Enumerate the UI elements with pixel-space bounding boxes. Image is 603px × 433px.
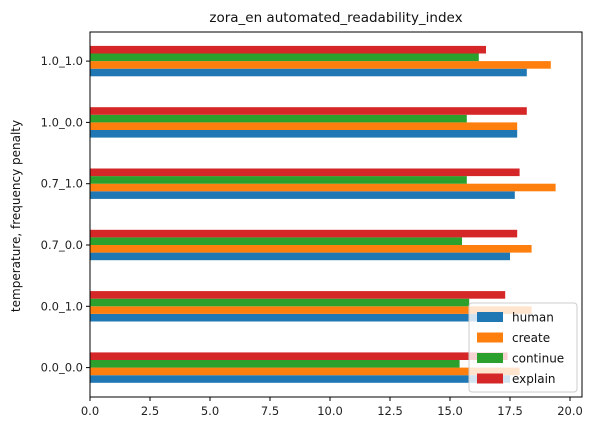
bar-continue-0.7_0.0 — [90, 237, 462, 245]
bar-continue-1.0_0.0 — [90, 114, 467, 123]
y-axis-label: temperature, frequency penalty — [9, 120, 23, 312]
legend-label-human: human — [512, 311, 554, 325]
bars-layer — [90, 45, 556, 383]
legend-swatch-human — [477, 312, 503, 322]
x-tick-label: 2.5 — [141, 404, 159, 418]
x-tick-label: 10.0 — [317, 404, 343, 418]
x-tick-label: 5.0 — [201, 404, 219, 418]
bar-continue-0.0_0.0 — [90, 360, 460, 368]
y-tick-label: 0.0_1.0 — [41, 299, 83, 313]
legend-swatch-continue — [477, 353, 503, 363]
legend-label-continue: continue — [512, 352, 564, 366]
legend-label-create: create — [512, 331, 550, 345]
bar-explain-1.0_1.0 — [90, 45, 486, 54]
x-tick-label: 20.0 — [557, 404, 583, 418]
bar-continue-0.7_1.0 — [90, 176, 467, 184]
bar-explain-0.0_0.0 — [90, 352, 508, 360]
y-tick-label: 0.7_0.0 — [41, 238, 83, 252]
y-tick-label: 0.0_0.0 — [41, 361, 83, 375]
bar-create-0.0_1.0 — [90, 306, 532, 314]
y-tick-label: 1.0_1.0 — [41, 54, 83, 68]
bar-create-0.0_0.0 — [90, 367, 520, 376]
bar-explain-1.0_0.0 — [90, 107, 527, 115]
x-tick-label: 0.0 — [81, 404, 99, 418]
chart-title: zora_en automated_readability_index — [209, 10, 462, 26]
legend-label-explain: explain — [512, 372, 556, 386]
legend-swatch-explain — [477, 373, 503, 384]
x-tick-label: 17.5 — [497, 404, 523, 418]
legend-swatch-create — [477, 332, 503, 343]
bar-create-1.0_1.0 — [90, 61, 551, 69]
bar-create-0.7_0.0 — [90, 245, 532, 253]
bar-human-0.7_1.0 — [90, 191, 515, 199]
bar-human-1.0_1.0 — [90, 68, 527, 77]
x-tick-label: 15.0 — [437, 404, 463, 418]
bar-explain-0.0_1.0 — [90, 291, 506, 299]
y-tick-label: 1.0_0.0 — [41, 115, 83, 129]
y-tick-label: 0.7_1.0 — [41, 177, 83, 191]
bar-human-0.0_0.0 — [90, 375, 510, 383]
legend-box — [468, 302, 578, 393]
legend: human create continue explain — [468, 302, 578, 393]
x-tick-label: 7.5 — [261, 404, 279, 418]
bar-create-1.0_0.0 — [90, 122, 518, 130]
bar-human-1.0_0.0 — [90, 130, 518, 138]
x-tick-label: 12.5 — [377, 404, 403, 418]
bar-human-0.0_1.0 — [90, 313, 503, 322]
ticks-layer: 0.0_0.0 0.0_1.0 0.7_0.0 0.7_1.0 1.0_0.0 1.0_1… — [41, 54, 583, 418]
bar-explain-0.7_0.0 — [90, 229, 518, 238]
bar-continue-0.0_1.0 — [90, 298, 470, 307]
bar-continue-1.0_1.0 — [90, 53, 479, 62]
plot-frame — [89, 31, 583, 398]
bar-explain-0.7_1.0 — [90, 168, 520, 177]
bar-human-0.7_0.0 — [90, 252, 510, 261]
bar-create-0.7_1.0 — [90, 183, 556, 192]
